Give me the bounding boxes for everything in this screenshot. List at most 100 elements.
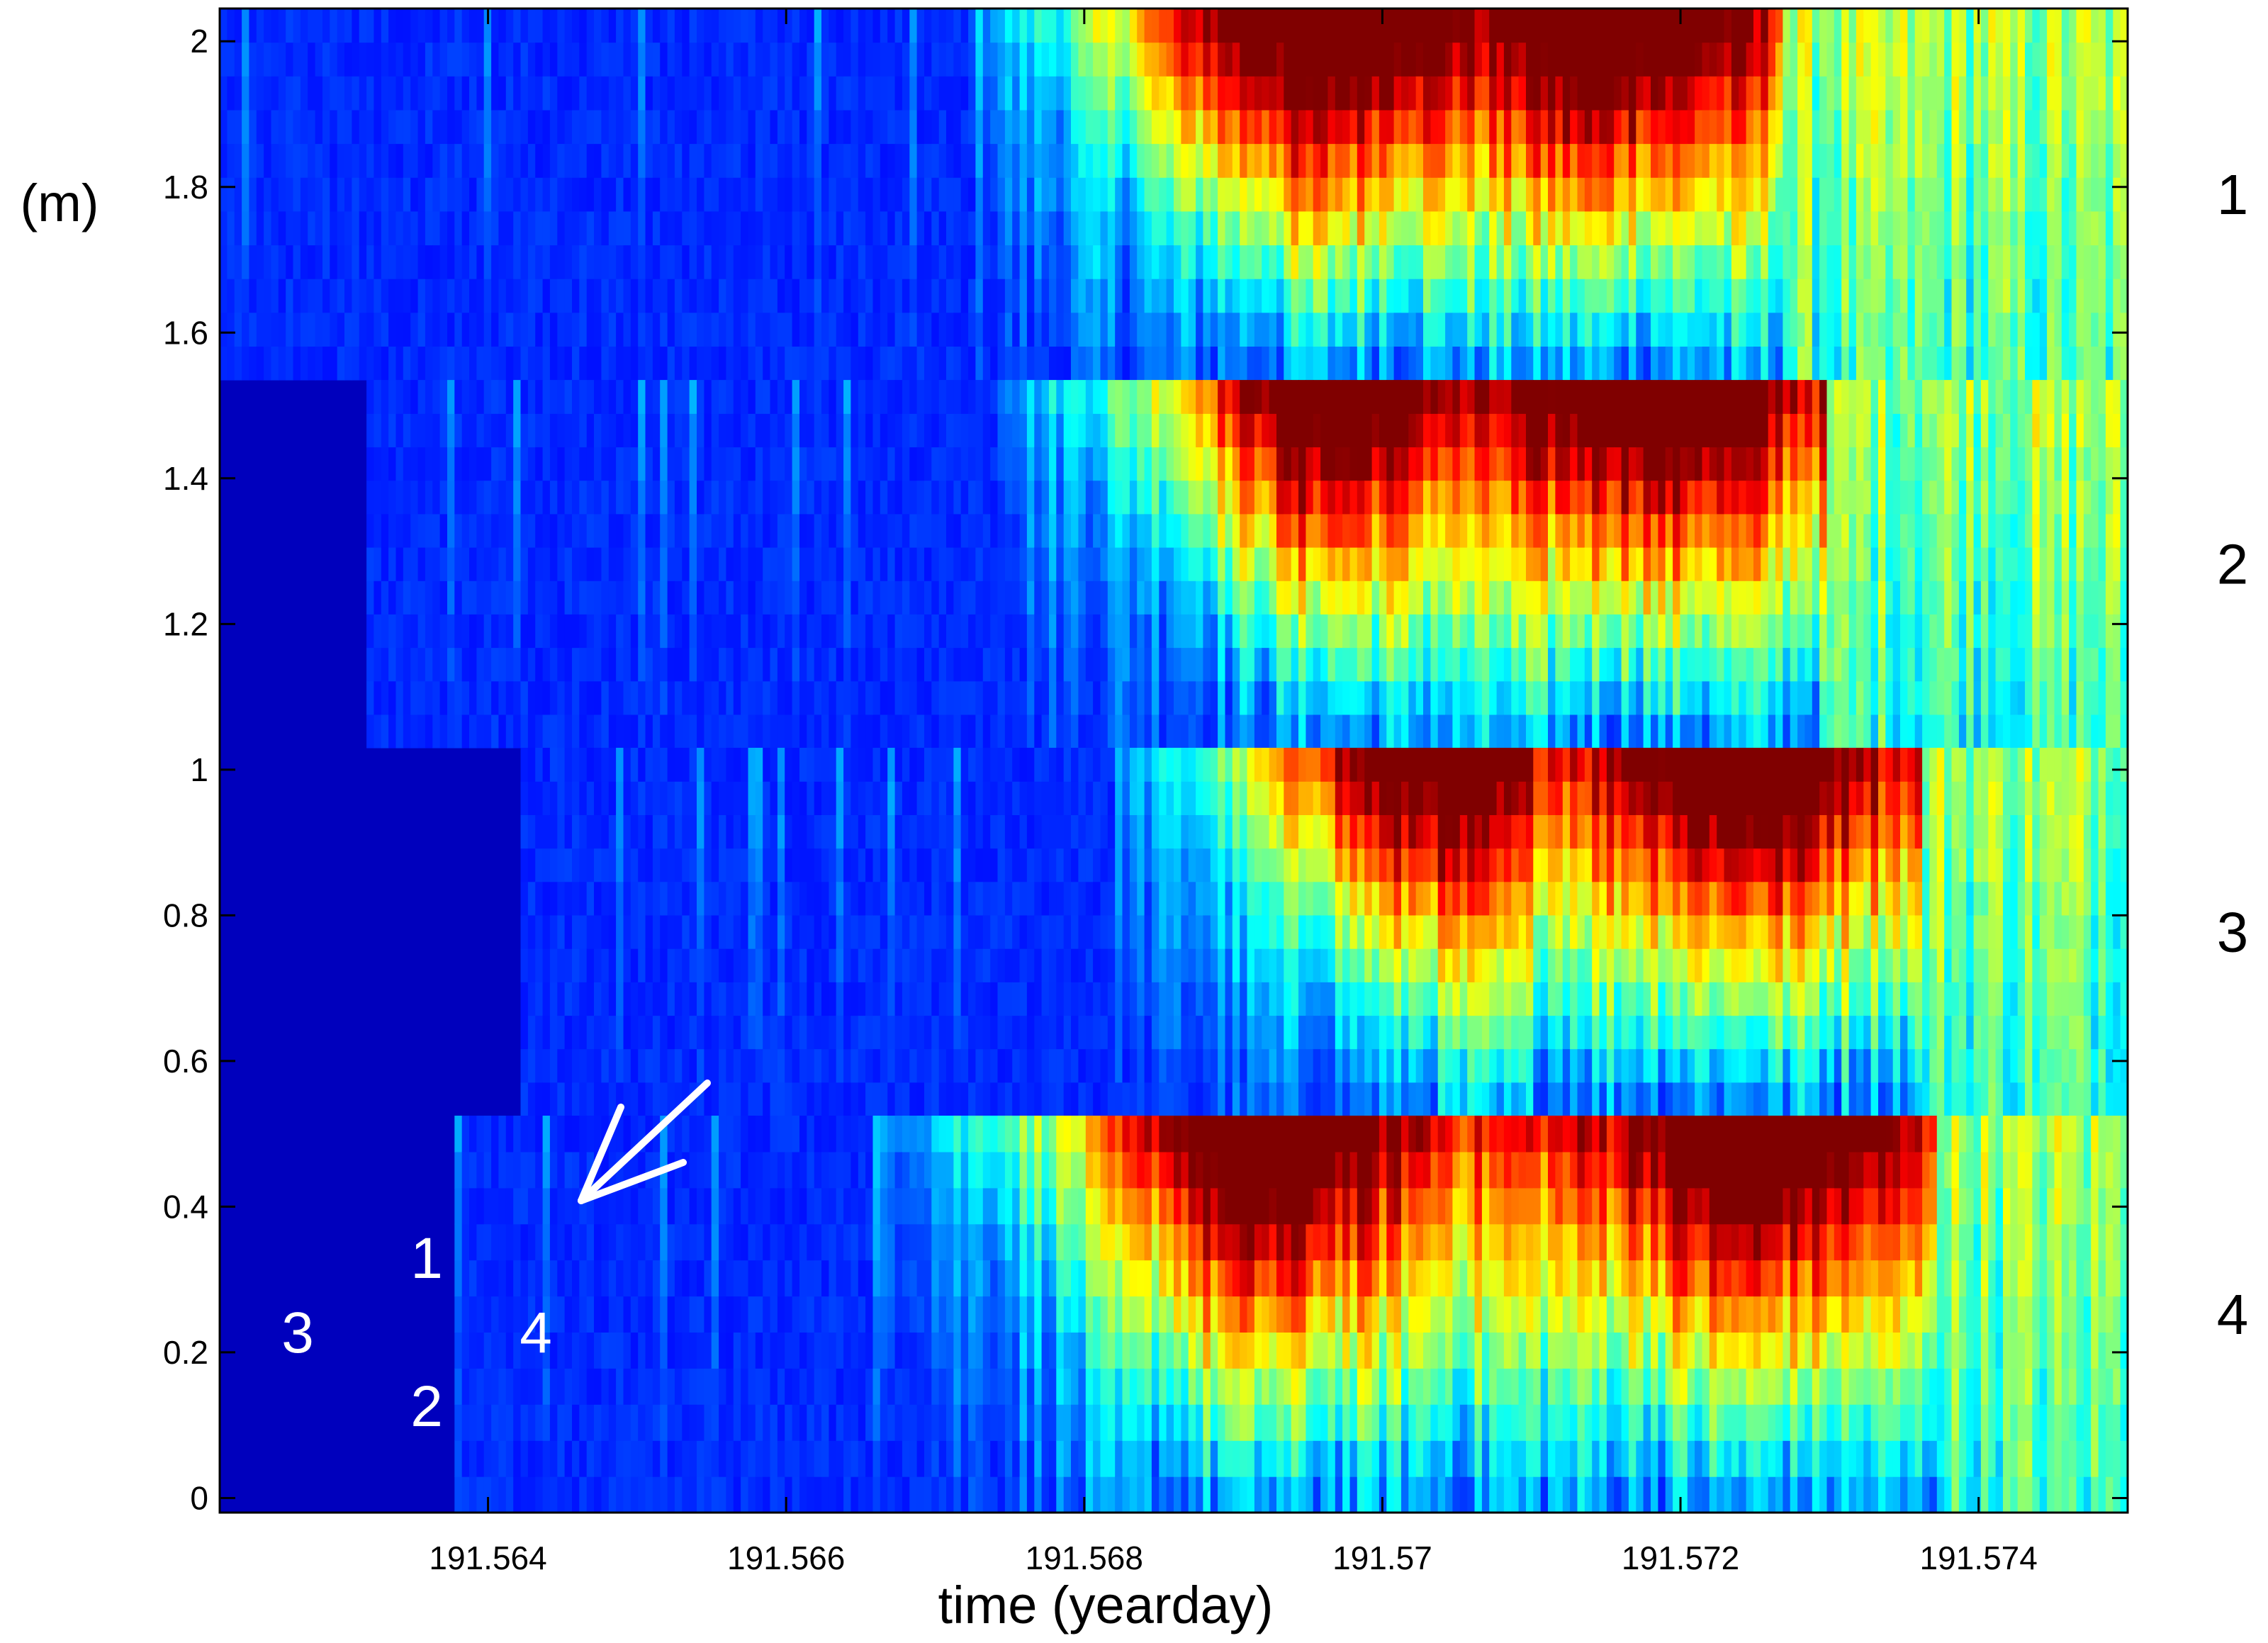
heatmap-cell	[564, 245, 573, 279]
heatmap-cell	[1533, 614, 1542, 649]
heatmap-cell	[1276, 614, 1284, 649]
heatmap-cell	[388, 680, 397, 715]
heatmap-cell	[220, 143, 228, 178]
heatmap-cell	[1599, 614, 1607, 649]
heatmap-cell	[1115, 346, 1123, 381]
heatmap-cell	[586, 143, 595, 178]
heatmap-cell	[1533, 647, 1542, 682]
heatmap-cell	[1327, 143, 1336, 178]
heatmap-cell	[674, 513, 683, 548]
heatmap-cell	[850, 211, 859, 246]
heatmap-cell	[1225, 9, 1233, 43]
heatmap-cell	[505, 9, 514, 43]
heatmap-cell	[1628, 447, 1637, 481]
heatmap-cell	[395, 380, 404, 414]
heatmap-cell	[836, 614, 844, 649]
heatmap-cell	[1533, 346, 1542, 381]
heatmap-cell	[1614, 9, 1622, 43]
heatmap-cell	[748, 177, 756, 212]
heatmap-cell	[469, 647, 477, 682]
heatmap-cell	[1474, 380, 1483, 414]
heatmap-cell	[1673, 380, 1681, 414]
heatmap-cell	[667, 480, 675, 515]
heatmap-cell	[1768, 680, 1776, 715]
heatmap-cell	[505, 245, 514, 279]
heatmap-cell	[1562, 480, 1571, 515]
heatmap-cell	[1181, 109, 1189, 145]
heatmap-cell	[2091, 279, 2099, 313]
heatmap-cell	[990, 312, 999, 347]
heatmap-cell	[1276, 346, 1284, 381]
heatmap-cell	[1599, 346, 1607, 381]
heatmap-cell	[520, 9, 529, 43]
heatmap-cell	[1518, 714, 1527, 748]
heatmap-cell	[1717, 346, 1725, 381]
heatmap-cell	[1437, 380, 1446, 414]
heatmap-cell	[1621, 76, 1629, 111]
heatmap-cell	[785, 211, 793, 246]
heatmap-cell	[594, 245, 602, 279]
heatmap-cell	[733, 480, 741, 515]
heatmap-cell	[1929, 42, 1938, 77]
heatmap-cell	[1761, 647, 1769, 682]
heatmap-cell	[1174, 513, 1181, 548]
heatmap-cell	[697, 614, 704, 649]
heatmap-cell	[352, 177, 360, 212]
heatmap-cell	[916, 680, 925, 715]
heatmap-cell	[916, 177, 925, 212]
heatmap-cell	[374, 380, 382, 414]
heatmap-cell	[1731, 211, 1739, 246]
heatmap-cell	[256, 143, 264, 178]
heatmap-cell	[726, 581, 734, 615]
heatmap-cell	[1526, 513, 1534, 548]
heatmap-cell	[491, 447, 500, 481]
heatmap-cell	[1944, 279, 1953, 313]
heatmap-cell	[2120, 9, 2128, 43]
heatmap-cell	[821, 581, 829, 615]
heatmap-cell	[1049, 647, 1057, 682]
heatmap-cell	[1540, 714, 1549, 748]
heatmap-cell	[872, 513, 881, 548]
heatmap-cell	[946, 680, 954, 715]
heatmap-cell	[601, 42, 610, 77]
heatmap-cell	[777, 279, 785, 313]
heatmap-cell	[1592, 680, 1600, 715]
heatmap-cell	[278, 42, 286, 77]
heatmap-cell	[1819, 76, 1828, 111]
heatmap-cell	[1423, 714, 1431, 748]
heatmap-cell	[836, 143, 844, 178]
heatmap-cell	[1995, 9, 2004, 43]
heatmap-cell	[1026, 513, 1035, 548]
heatmap-cell	[491, 177, 500, 212]
heatmap-cell	[1746, 177, 1754, 212]
heatmap-cell	[829, 312, 837, 347]
heatmap-cell	[887, 714, 896, 748]
heatmap-cell	[374, 211, 382, 246]
heatmap-cell	[1577, 513, 1585, 548]
heatmap-cell	[1467, 480, 1476, 515]
heatmap-cell	[1056, 109, 1065, 145]
heatmap-cell	[1107, 279, 1116, 313]
heatmap-cell	[763, 480, 771, 515]
heatmap-cell	[887, 380, 896, 414]
heatmap-cell	[616, 547, 624, 581]
heatmap-cell	[1783, 447, 1791, 481]
heatmap-cell	[2017, 346, 2026, 381]
heatmap-cell	[909, 42, 918, 77]
heatmap-cell	[1415, 42, 1424, 77]
heatmap-cell	[946, 480, 954, 515]
heatmap-cell	[1892, 76, 1901, 111]
heatmap-cell	[1041, 480, 1050, 515]
heatmap-cell	[1393, 143, 1402, 178]
heatmap-cell	[770, 547, 778, 581]
heatmap-cell	[513, 714, 522, 748]
heatmap-cell	[785, 245, 793, 279]
heatmap-cell	[960, 581, 969, 615]
heatmap-cell	[1533, 581, 1542, 615]
heatmap-cell	[1115, 513, 1123, 548]
heatmap-cell	[1056, 513, 1065, 548]
heatmap-cell	[704, 581, 712, 615]
heatmap-cell	[960, 143, 969, 178]
heatmap-cell	[454, 279, 463, 313]
heatmap-cell	[527, 76, 536, 111]
